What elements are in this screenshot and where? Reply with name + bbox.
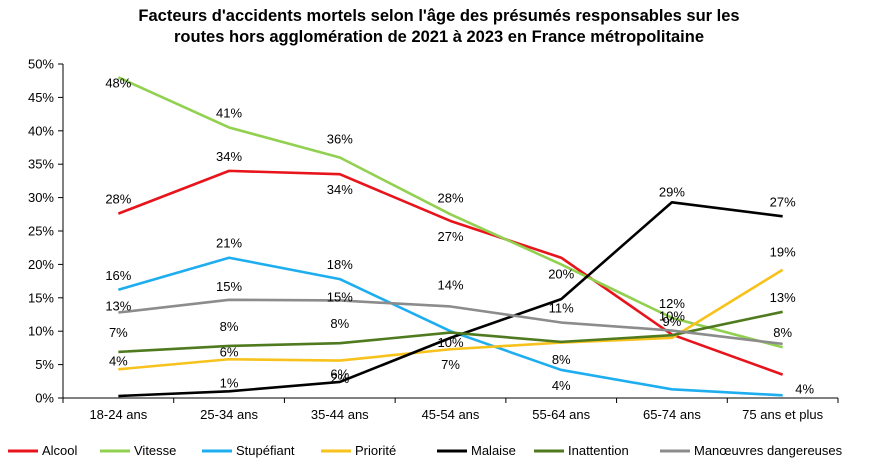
y-tick-label: 20% bbox=[28, 257, 54, 272]
data-label-malaise: 1% bbox=[220, 375, 239, 390]
data-label-stup-fiant: 21% bbox=[216, 236, 242, 251]
data-label-stup-fiant: 18% bbox=[327, 257, 353, 272]
data-label-stup-fiant: 4% bbox=[795, 381, 814, 396]
series-line-vitesse bbox=[117, 76, 783, 349]
data-label-stup-fiant: 16% bbox=[105, 268, 131, 283]
data-label-man-uvres-dangereuses: 14% bbox=[437, 277, 463, 292]
data-label-man-uvres-dangereuses: 11% bbox=[549, 301, 574, 316]
chart-title-line-1: Facteurs d'accidents mortels selon l'âge… bbox=[138, 7, 740, 25]
x-tick-label: 35-44 ans bbox=[311, 407, 369, 422]
data-label-priorit: 19% bbox=[770, 245, 796, 260]
data-label-vitesse: 12% bbox=[659, 296, 685, 311]
chart-title: Facteurs d'accidents mortels selon l'âge… bbox=[0, 6, 878, 48]
series-line-priorit bbox=[118, 268, 784, 371]
data-label-alcool: 27% bbox=[437, 229, 463, 244]
data-label-priorit: 7% bbox=[441, 357, 460, 372]
y-tick-label: 0% bbox=[35, 391, 54, 406]
data-label-alcool: 34% bbox=[216, 149, 242, 164]
data-label-man-uvres-dangereuses: 15% bbox=[216, 279, 242, 294]
legend-label-vitesse: Vitesse bbox=[134, 443, 176, 458]
series-line-stup-fiant bbox=[117, 256, 783, 397]
data-label-priorit: 6% bbox=[220, 344, 239, 359]
data-label-vitesse: 20% bbox=[548, 266, 574, 281]
x-tick-label: 18-24 ans bbox=[89, 407, 147, 422]
data-label-malaise: 27% bbox=[770, 194, 796, 209]
x-tick-label: 45-54 ans bbox=[422, 407, 480, 422]
data-label-vitesse: 8% bbox=[773, 325, 792, 340]
data-label-stup-fiant: 10% bbox=[437, 335, 463, 350]
data-label-man-uvres-dangereuses: 13% bbox=[105, 298, 131, 313]
y-tick-label: 15% bbox=[28, 290, 54, 305]
data-label-vitesse: 48% bbox=[105, 75, 131, 90]
data-label-priorit: 9% bbox=[663, 314, 682, 329]
legend-label-inattention: Inattention bbox=[568, 443, 629, 458]
data-label-vitesse: 36% bbox=[327, 132, 353, 147]
y-tick-label: 10% bbox=[28, 324, 54, 339]
data-label-vitesse: 41% bbox=[216, 105, 242, 120]
series-line-malaise bbox=[118, 200, 783, 398]
data-label-malaise: 2% bbox=[330, 371, 349, 386]
series-line-man-uvres-dangereuses bbox=[118, 298, 783, 346]
legend-label-priorit: Priorité bbox=[355, 443, 396, 458]
data-label-priorit: 4% bbox=[109, 353, 128, 368]
chart-title-line-2: routes hors agglomération de 2021 à 2023… bbox=[173, 28, 704, 46]
y-tick-label: 30% bbox=[28, 190, 54, 205]
data-label-alcool: 34% bbox=[327, 182, 353, 197]
x-tick-label: 55-64 ans bbox=[532, 407, 590, 422]
legend-label-stup-fiant: Stupéfiant bbox=[236, 443, 295, 458]
legend-label-man-uvres-dangereuses: Manœuvres dangereuses bbox=[694, 443, 843, 458]
data-label-alcool: 28% bbox=[105, 192, 131, 207]
y-tick-label: 45% bbox=[28, 90, 54, 105]
data-label-inattention: 8% bbox=[220, 319, 239, 334]
y-tick-label: 25% bbox=[28, 224, 54, 239]
y-tick-label: 50% bbox=[28, 57, 54, 72]
data-label-vitesse: 28% bbox=[437, 190, 463, 205]
data-label-priorit: 6% bbox=[330, 367, 349, 382]
data-label-inattention: 8% bbox=[330, 316, 349, 331]
data-label-man-uvres-dangereuses: 15% bbox=[327, 289, 353, 304]
y-tick-label: 40% bbox=[28, 123, 54, 138]
data-label-malaise: 29% bbox=[659, 184, 685, 199]
legend-label-alcool: Alcool bbox=[42, 443, 78, 458]
series-line-inattention bbox=[118, 310, 783, 354]
data-label-inattention: 8% bbox=[552, 352, 571, 367]
data-label-man-uvres-dangereuses: 10% bbox=[659, 309, 685, 324]
y-tick-label: 5% bbox=[35, 357, 54, 372]
x-tick-label: 65-74 ans bbox=[643, 407, 701, 422]
data-label-inattention: 7% bbox=[109, 325, 128, 340]
x-tick-label: 75 ans et plus bbox=[742, 407, 823, 422]
x-tick-label: 25-34 ans bbox=[200, 407, 258, 422]
y-tick-label: 35% bbox=[28, 157, 54, 172]
data-label-stup-fiant: 4% bbox=[552, 378, 571, 393]
legend-label-malaise: Malaise bbox=[471, 443, 516, 458]
data-label-inattention: 13% bbox=[770, 290, 796, 305]
